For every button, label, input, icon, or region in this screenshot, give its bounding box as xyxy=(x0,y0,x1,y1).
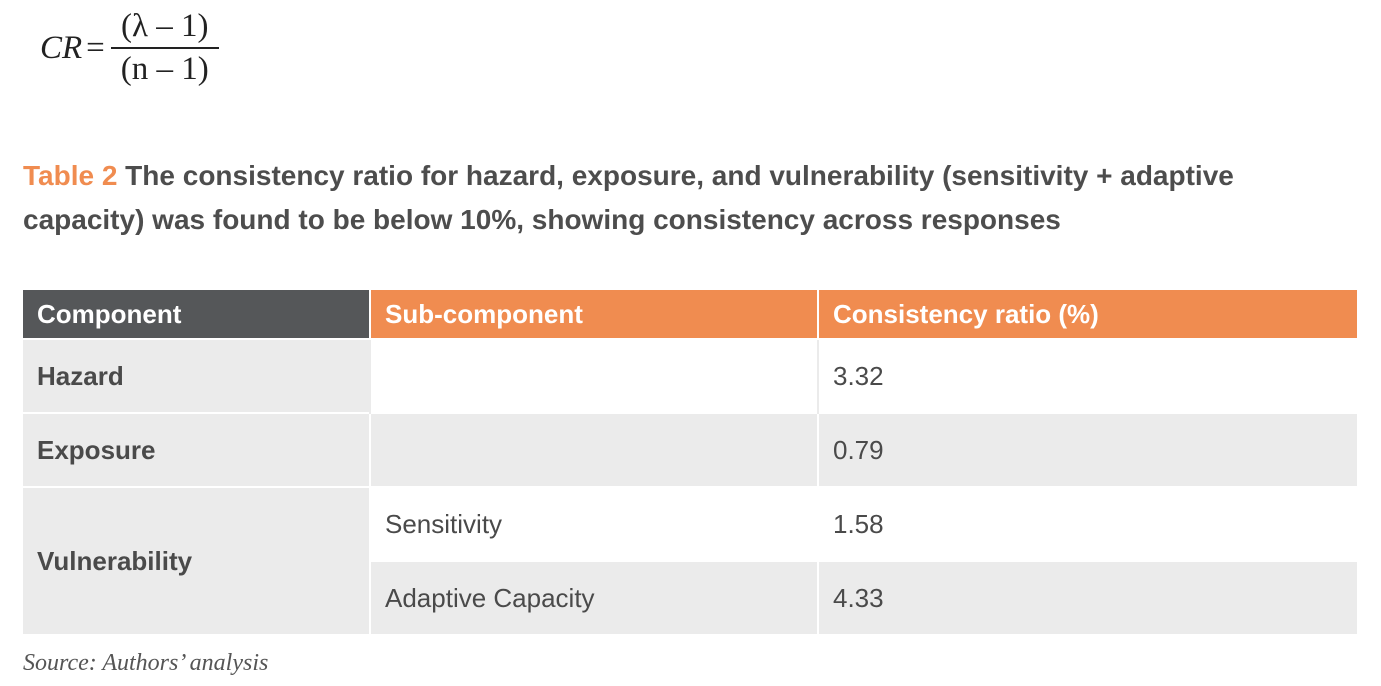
cell-sub-component: Sensitivity xyxy=(370,486,819,561)
cell-component: Hazard xyxy=(23,338,371,413)
table-row: Vulnerability Sensitivity 1.58 xyxy=(23,486,1357,634)
consistency-ratio-formula: CR = (λ – 1) (n – 1) xyxy=(40,8,219,88)
cell-component: Vulnerability xyxy=(23,486,371,634)
consistency-ratio-table: Component Sub-component Consistency rati… xyxy=(23,290,1357,634)
formula-lhs: CR xyxy=(40,29,83,66)
table-row: Hazard 3.32 xyxy=(23,338,1357,413)
table-row: Adaptive Capacity 4.33 xyxy=(23,560,1357,634)
cell-sub-component xyxy=(370,412,819,487)
cell-ratio: 1.58 xyxy=(818,486,1357,561)
formula-numerator: (λ – 1) xyxy=(121,8,209,44)
formula-equals: = xyxy=(86,29,105,66)
header-sub-component: Sub-component xyxy=(370,290,819,339)
formula-denominator: (n – 1) xyxy=(120,51,209,87)
table-row: Exposure 0.79 xyxy=(23,412,1357,487)
cell-ratio: 4.33 xyxy=(818,560,1357,634)
caption-text: The consistency ratio for hazard, exposu… xyxy=(23,160,1234,235)
table-caption: Table 2 The consistency ratio for hazard… xyxy=(23,154,1363,242)
fraction-bar xyxy=(110,47,219,49)
cell-component: Exposure xyxy=(23,412,371,487)
cell-ratio: 0.79 xyxy=(818,412,1357,487)
cell-sub-component xyxy=(370,338,819,413)
header-consistency-ratio: Consistency ratio (%) xyxy=(818,290,1357,339)
cell-sub-component: Adaptive Capacity xyxy=(370,560,819,634)
table-source-note: Source: Authors’ analysis xyxy=(23,650,269,676)
formula-fraction: (λ – 1) (n – 1) xyxy=(110,8,219,88)
cell-ratio: 3.32 xyxy=(818,338,1357,413)
table-label: Table 2 xyxy=(23,160,118,191)
table-header-row: Component Sub-component Consistency rati… xyxy=(23,290,1357,339)
header-component: Component xyxy=(23,290,371,339)
